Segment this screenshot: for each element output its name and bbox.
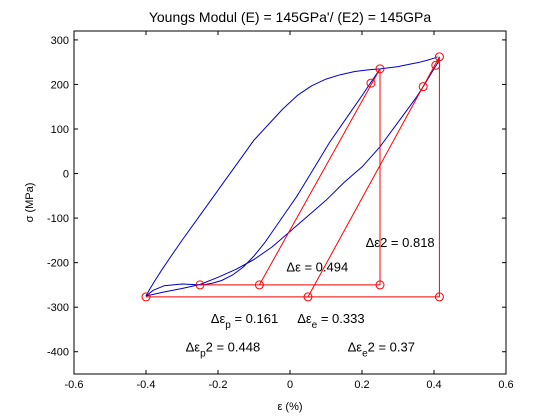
marker-point-2 [254,280,264,290]
hysteresis-curve-0 [145,56,438,297]
axes: -0.6 -0.4 -0.2 0 0.2 0.4 0.6 -400 -300 -200 -100 0 1… [47,30,514,391]
x-tick-label: 0 [287,379,293,391]
marker-point-5 [434,292,444,302]
construction-line-6 [307,56,440,298]
plot-area [141,52,444,302]
x-tick-label: 0.6 [498,379,513,391]
annotation-d-eps-e2: Δεe2 = 0.37 [348,340,415,360]
annotations: Δε = 0.494 Δε2 = 0.818 Δεp = 0.161 Δεe = 0.… [186,235,435,360]
y-tick-label: 200 [51,79,69,91]
marker-point-7 [434,52,444,62]
y-tick-label: 100 [51,124,69,136]
construction-line-4 [200,68,381,286]
y-tick-label: -200 [47,258,69,270]
x-tick-label: 0.2 [354,379,369,391]
y-axis-label: σ (MPa) [24,183,36,223]
y-tick-label: -300 [47,302,69,314]
marker-point-3 [303,292,313,302]
hysteresis-curve-1 [199,68,381,286]
marker-point-8 [366,78,376,88]
marker-point-0 [141,292,151,302]
x-tick-label: 0.4 [426,379,441,391]
marker-point-10 [431,60,441,70]
annotation-d-eps-p-prefix: Δεp = 0.161 [211,311,278,331]
plot-frame [73,30,507,375]
annotation-d-eps: Δε = 0.494 [286,260,348,275]
y-tick-label: -400 [47,347,69,359]
marker-point-4 [375,280,385,290]
y-tick-label: -100 [47,213,69,225]
hysteresis-curve-2 [145,58,440,297]
x-tick-label: -0.2 [209,379,228,391]
x-tick-label: -0.6 [65,379,84,391]
annotation-d-eps2: Δε2 = 0.818 [366,235,435,250]
annotation-d-eps-e-prefix: Δεe = 0.333 [297,311,364,331]
marker-point-1 [195,280,205,290]
annotation-d-eps-p2: Δεp2 = 0.448 [186,340,261,360]
construction-line-5 [258,68,381,286]
chart-title: Youngs Modul (E) = 145GPa'/ (E2) = 145GP… [149,9,432,25]
x-tick-label: -0.4 [137,379,156,391]
marker-point-9 [418,82,428,92]
marker-point-6 [375,64,385,74]
construction-line-3 [146,56,440,298]
x-axis-label: ε (%) [277,401,302,413]
y-tick-label: 300 [51,35,69,47]
y-tick-label: 0 [63,169,69,181]
